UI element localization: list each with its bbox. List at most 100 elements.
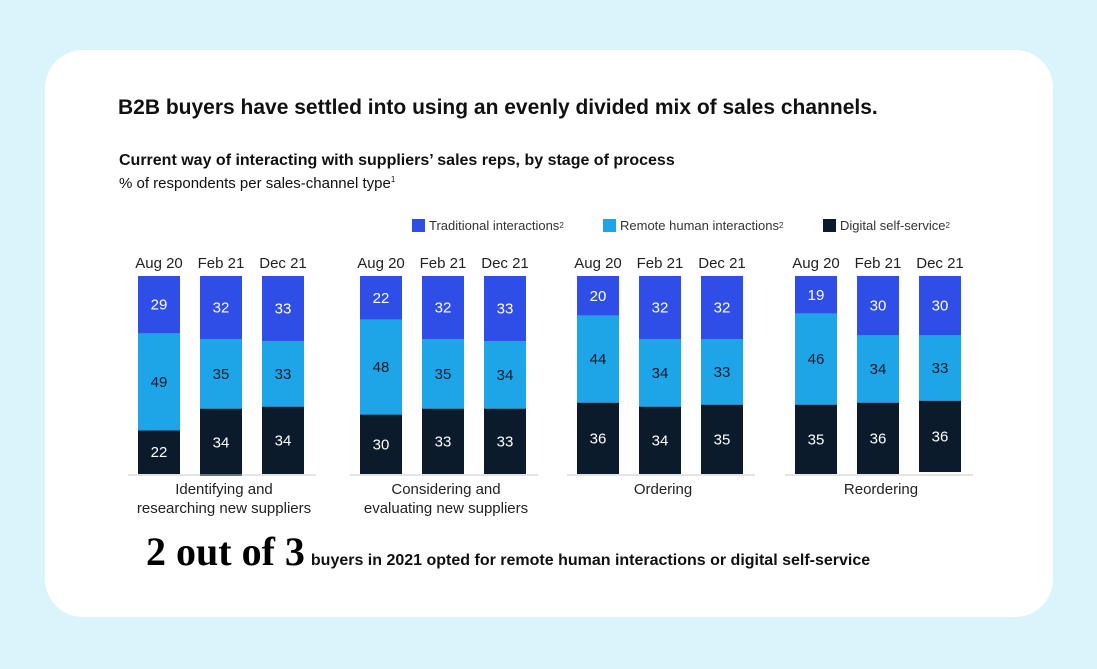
- data-label-traditional: 19: [808, 287, 825, 304]
- data-label-traditional: 22: [373, 290, 390, 307]
- period-label: Aug 20: [574, 255, 622, 272]
- data-label-remote: 35: [435, 366, 452, 383]
- data-label-digital: 34: [275, 432, 292, 449]
- period-label: Dec 21: [259, 255, 307, 272]
- legend-footnote-digital: 2: [945, 220, 950, 230]
- bar-segment-traditional: [138, 276, 180, 334]
- bar-segment-digital: [200, 408, 242, 476]
- legend-swatch-digital: [823, 218, 836, 232]
- unit-text: % of respondents per sales-channel type: [119, 175, 391, 192]
- period-label: Feb 21: [637, 255, 684, 272]
- data-label-traditional: 29: [151, 297, 168, 314]
- data-label-traditional: 33: [275, 301, 292, 318]
- bar-segment-remote: [200, 339, 242, 409]
- bar-segment-remote: [639, 339, 681, 407]
- data-label-remote: 48: [373, 359, 390, 376]
- data-label-remote: 33: [275, 366, 292, 383]
- data-label-remote: 49: [151, 374, 168, 391]
- bar-segment-remote: [422, 339, 464, 409]
- bar-segment-digital: [484, 408, 526, 474]
- data-label-digital: 35: [714, 431, 731, 448]
- bar-segment-remote: [484, 341, 526, 409]
- bar-segment-traditional: [857, 276, 899, 336]
- bar-segment-digital: [262, 406, 304, 474]
- bar-segment-digital: [138, 430, 180, 474]
- data-label-digital: 34: [652, 432, 669, 449]
- bar-segment-remote: [919, 335, 961, 401]
- data-label-remote: 33: [714, 364, 731, 381]
- bar-segment-digital: [577, 402, 619, 474]
- data-label-traditional: 33: [497, 301, 514, 318]
- bar-segment-traditional: [701, 276, 743, 340]
- bar-segment-digital: [701, 404, 743, 474]
- period-label: Dec 21: [698, 255, 746, 272]
- bar-segment-traditional: [360, 276, 402, 320]
- bar-segment-digital: [857, 402, 899, 474]
- data-label-digital: 30: [373, 436, 390, 453]
- legend-label-digital: Digital self-service: [840, 217, 946, 233]
- group-label: researching new suppliers: [137, 500, 311, 517]
- bar-segment-remote: [360, 319, 402, 415]
- bar-segment-digital: [639, 406, 681, 474]
- bar-segment-remote: [701, 339, 743, 405]
- data-label-digital: 36: [590, 430, 607, 447]
- data-label-remote: 33: [932, 360, 949, 377]
- data-label-remote: 34: [870, 361, 887, 378]
- data-label-remote: 35: [213, 366, 230, 383]
- period-label: Aug 20: [357, 255, 405, 272]
- legend-swatch-remote: [603, 218, 616, 232]
- data-label-digital: 33: [435, 433, 452, 450]
- footer-caption: buyers in 2021 opted for remote human in…: [310, 552, 871, 569]
- data-label-traditional: 32: [714, 300, 731, 317]
- legend-swatch-traditional: [412, 218, 425, 232]
- bar-segment-digital: [422, 408, 464, 474]
- data-label-remote: 34: [652, 365, 669, 382]
- data-label-remote: 44: [590, 351, 607, 368]
- data-label-traditional: 32: [435, 300, 452, 317]
- bar-segment-digital: [919, 400, 961, 473]
- chart-subtitle: Current way of interacting with supplier…: [119, 152, 675, 169]
- period-label: Dec 21: [916, 255, 964, 272]
- data-label-digital: 36: [870, 430, 887, 447]
- bar-segment-digital: [795, 404, 837, 474]
- unit-footnote: 1: [390, 175, 396, 184]
- bar-segment-traditional: [919, 276, 961, 336]
- data-label-digital: 35: [808, 431, 825, 448]
- bar-segment-traditional: [262, 276, 304, 342]
- bar-segment-remote: [138, 333, 180, 431]
- bar-segment-traditional: [200, 276, 242, 340]
- bar-segment-traditional: [484, 276, 526, 342]
- bar-segment-remote: [262, 341, 304, 407]
- data-label-traditional: 20: [590, 288, 607, 305]
- legend-footnote-remote: 2: [778, 220, 784, 230]
- group-label: Identifying and: [175, 481, 273, 498]
- bar-segment-digital: [360, 414, 402, 474]
- legend-label-traditional: Traditional interactions: [429, 217, 560, 233]
- group-label: Considering and: [391, 481, 500, 498]
- legend-traditional: Traditional interactions 2: [412, 216, 564, 234]
- group-label: evaluating new suppliers: [364, 500, 528, 517]
- data-label-traditional: 30: [870, 298, 887, 315]
- bar-segment-traditional: [639, 276, 681, 340]
- bar-segment-traditional: [577, 276, 619, 316]
- bar-segment-remote: [857, 335, 899, 403]
- data-label-digital: 36: [932, 428, 949, 445]
- footer-big-stat: 2 out of 3: [146, 529, 305, 574]
- period-label: Feb 21: [198, 255, 245, 272]
- data-label-traditional: 32: [652, 300, 669, 317]
- legend-digital: Digital self-service 2: [823, 216, 950, 234]
- bar-segment-traditional: [422, 276, 464, 340]
- bar-segment-remote: [795, 313, 837, 405]
- data-label-digital: 33: [497, 433, 514, 450]
- period-label: Dec 21: [481, 255, 529, 272]
- period-label: Feb 21: [420, 255, 467, 272]
- group-label: Reordering: [844, 481, 918, 498]
- legend-footnote-traditional: 2: [559, 220, 564, 230]
- data-label-remote: 46: [808, 351, 825, 368]
- legend-remote: Remote human interactions 2: [603, 216, 783, 234]
- period-label: Feb 21: [855, 255, 902, 272]
- group-label: Ordering: [634, 481, 692, 498]
- data-label-digital: 22: [151, 444, 168, 461]
- data-label-traditional: 30: [932, 298, 949, 315]
